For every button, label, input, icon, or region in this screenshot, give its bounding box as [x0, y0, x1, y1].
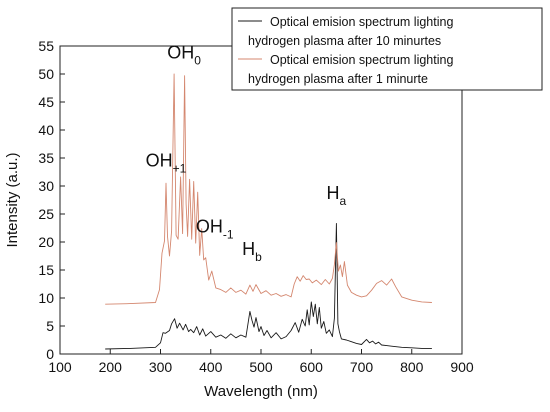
y-tick-label: 5	[46, 318, 54, 334]
y-tick-label: 35	[38, 150, 54, 166]
x-axis-ticks: 100 200 300 400 500 600 700 800 900	[48, 349, 474, 375]
legend-label-series-2: Optical emision spectrum lighting hydrog…	[248, 53, 457, 86]
plot-area	[59, 45, 463, 355]
peak-label: Ha	[327, 183, 347, 208]
series-layer	[105, 73, 432, 350]
peak-label: OH0	[167, 42, 201, 67]
x-axis-title: Wavelength (nm)	[204, 383, 318, 400]
series-line-1	[105, 223, 432, 350]
peak-label: OH-1	[196, 216, 234, 241]
legend: Optical emision spectrum lighting hydrog…	[231, 7, 543, 91]
peak-label: OH+1	[146, 150, 187, 175]
series-line-2	[105, 73, 432, 305]
y-tick-label: 30	[38, 178, 54, 194]
y-tick-label: 45	[38, 94, 54, 110]
x-tick-label: 300	[149, 359, 173, 375]
y-axis-ticks: 0 5 10 15 20 25 30 35 40 45 50 55	[38, 38, 65, 362]
y-tick-label: 25	[38, 206, 54, 222]
y-tick-label: 40	[38, 122, 54, 138]
x-tick-label: 600	[300, 359, 324, 375]
x-tick-label: 100	[48, 359, 72, 375]
y-tick-label: 0	[46, 346, 54, 362]
x-tick-label: 400	[199, 359, 223, 375]
legend-label-series-1: Optical emision spectrum lighting hydrog…	[248, 15, 457, 48]
y-axis-title: Intensity (a.u.)	[4, 152, 21, 247]
y-tick-label: 20	[38, 234, 54, 250]
y-tick-label: 55	[38, 38, 54, 54]
x-tick-label: 700	[350, 359, 374, 375]
x-tick-label: 200	[99, 359, 123, 375]
legend-box	[231, 7, 543, 91]
x-tick-label: 500	[249, 359, 273, 375]
peak-label: Hb	[242, 239, 262, 264]
y-tick-label: 10	[38, 290, 54, 306]
x-tick-label: 900	[450, 359, 474, 375]
y-tick-label: 50	[38, 66, 54, 82]
annotation-layer: OH+1 OH0 OH-1 Hb Ha	[146, 42, 347, 264]
y-tick-label: 15	[38, 262, 54, 278]
x-tick-label: 800	[400, 359, 424, 375]
